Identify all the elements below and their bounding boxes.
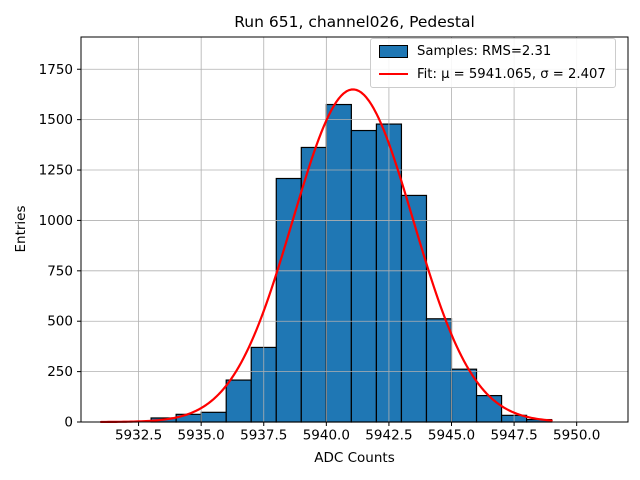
axes-frame [80, 36, 629, 423]
legend-row-fit: Fit: μ = 5941.065, σ = 2.407 [371, 62, 615, 85]
x-tick-label: 5935.0 [178, 428, 225, 444]
legend-fit-label: Fit: μ = 5941.065, σ = 2.407 [417, 66, 606, 82]
histogram-bar [275, 177, 302, 423]
histogram-bars [150, 103, 553, 423]
x-tick-label: 5932.5 [115, 428, 162, 444]
histogram-bar [200, 411, 227, 423]
legend-samples-label: Samples: RMS=2.31 [417, 43, 552, 59]
histogram-swatch [378, 44, 408, 58]
histogram-swatch-wrap [378, 44, 408, 58]
histogram-bar [475, 394, 503, 423]
chart-title: Run 651, channel026, Pedestal [234, 13, 475, 31]
y-tick-label: 1250 [39, 163, 73, 179]
y-tick-label: 250 [47, 364, 73, 380]
x-tick-label: 5937.5 [240, 428, 287, 444]
histogram-bar [225, 379, 252, 423]
histogram-bar [300, 146, 327, 423]
x-tick-label: 5950.0 [553, 428, 600, 444]
axis-ticks: 5932.5 5935.0 5937.5 5940.0 5942.5 5945.0 5947… [39, 62, 601, 444]
y-tick-label: 1500 [39, 112, 73, 128]
y-tick-label: 1000 [39, 213, 73, 229]
fit-line-swatch-wrap [378, 73, 408, 75]
histogram-bar [350, 129, 377, 423]
x-tick-label: 5942.5 [365, 428, 412, 444]
x-tick-label: 5945.0 [428, 428, 475, 444]
x-axis-label: ADC Counts [314, 450, 395, 466]
y-tick-label: 500 [47, 314, 73, 330]
histogram-bar [400, 194, 428, 423]
histogram-bar [325, 103, 352, 423]
fit-line-swatch [378, 73, 408, 75]
x-tick-label: 5947.5 [490, 428, 537, 444]
x-tick-label: 5940.0 [303, 428, 350, 444]
legend-row-samples: Samples: RMS=2.31 [371, 39, 615, 62]
histogram-bar [425, 318, 453, 423]
y-tick-label: 750 [47, 263, 73, 279]
y-tick-label: 0 [64, 415, 73, 431]
gaussian-fit-line [99, 88, 553, 424]
y-tick-label: 1750 [39, 62, 73, 78]
legend: Samples: RMS=2.31 Fit: μ = 5941.065, σ =… [370, 38, 616, 88]
y-axis-label: Entries [13, 205, 29, 253]
